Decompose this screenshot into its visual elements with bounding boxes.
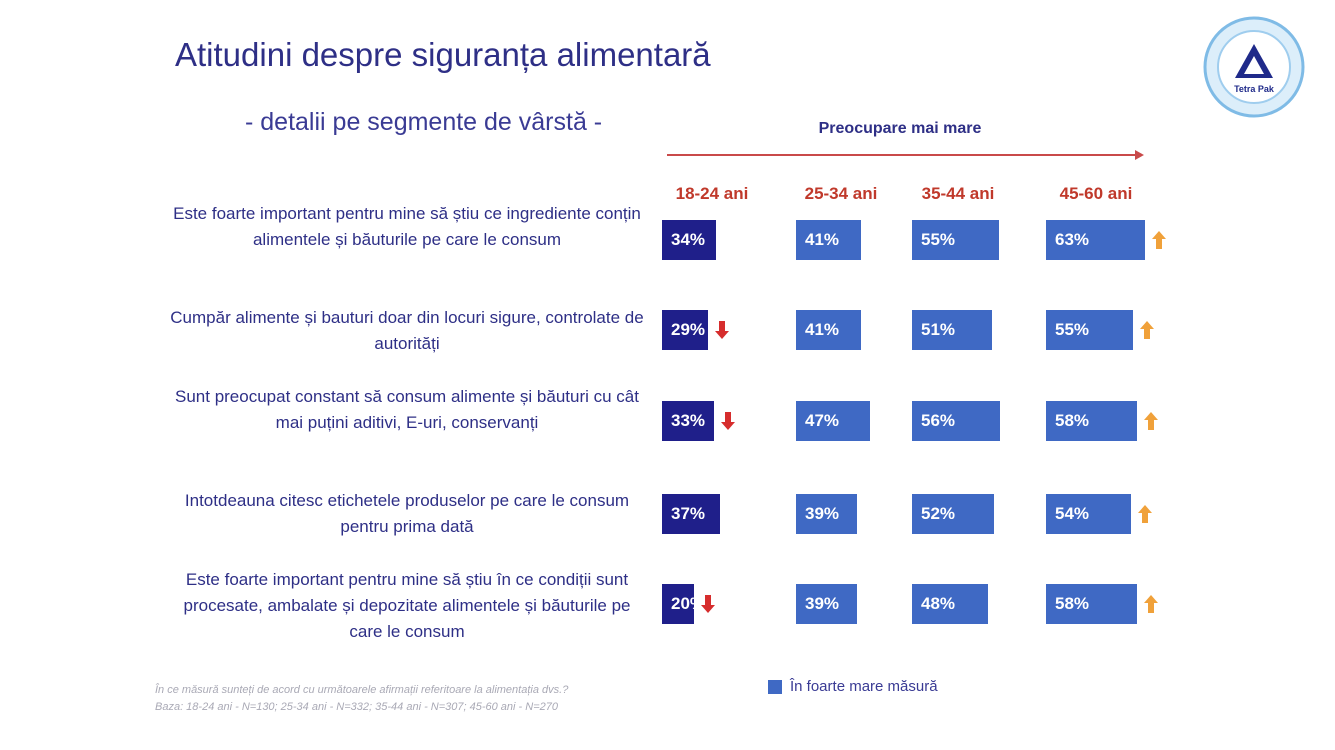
bar-row5-45-60-ani: 58% [1046, 584, 1137, 624]
statement-2: Cumpăr alimente și bauturi doar din locu… [170, 308, 644, 353]
tetra-pak-logo: Tetra Pak [1203, 16, 1305, 118]
bar-row2-35-44-ani: 51% [912, 310, 992, 350]
statement-5: Este foarte important pentru mine să ști… [183, 570, 631, 641]
bar-row1-35-44-ani: 55% [912, 220, 999, 260]
slide-title: Atitudini despre siguranța alimentară [175, 36, 711, 73]
age-header-2: 25-34 ani [804, 184, 878, 203]
footnote-question: În ce măsură sunteți de acord cu următoa… [155, 684, 569, 696]
concern-label: Preocupare mai mare [818, 120, 982, 137]
legend: În foarte mare măsură [768, 678, 938, 695]
footnote-base: Baza: 18-24 ani - N=130; 25-34 ani - N=3… [155, 701, 558, 713]
bar-row3-35-44-ani: 56% [912, 401, 1000, 441]
down-arrow-icon [721, 412, 735, 430]
bar-row4-35-44-ani: 52% [912, 494, 994, 534]
concern-arrow-icon [667, 150, 1144, 160]
bar-row2-18-24-ani: 29% [662, 310, 708, 350]
bar-row5-25-34-ani: 39% [796, 584, 857, 624]
bar-row5-18-24-ani: 20% [662, 584, 705, 624]
bar-row3-45-60-ani: 58% [1046, 401, 1137, 441]
statement-4: Intotdeauna citesc etichetele produselor… [184, 491, 630, 536]
bar-row2-45-60-ani: 55% [1046, 310, 1133, 350]
bar-row2-25-34-ani: 41% [796, 310, 861, 350]
age-header-1: 18-24 ani [675, 184, 749, 203]
bar-row5-35-44-ani: 48% [912, 584, 988, 624]
statement-3: Sunt preocupat constant să consum alimen… [175, 387, 639, 432]
bar-row1-25-34-ani: 41% [796, 220, 861, 260]
down-arrow-icon [715, 321, 729, 339]
up-arrow-icon [1144, 412, 1158, 430]
statement-1: Este foarte important pentru mine să ști… [173, 204, 641, 249]
legend-swatch [768, 679, 782, 694]
up-arrow-icon [1152, 231, 1166, 249]
up-arrow-icon [1138, 505, 1152, 523]
age-header-4: 45-60 ani [1059, 184, 1133, 203]
slide-subtitle: - detalii pe segmente de vârstă - [245, 108, 603, 136]
age-header-3: 35-44 ani [921, 184, 995, 203]
bar-row4-25-34-ani: 39% [796, 494, 857, 534]
legend-label: În foarte mare măsură [790, 678, 938, 695]
bar-row3-18-24-ani: 33% [662, 401, 714, 441]
bar-row3-25-34-ani: 47% [796, 401, 870, 441]
up-arrow-icon [1140, 321, 1154, 339]
bar-row1-45-60-ani: 63% [1046, 220, 1145, 260]
bar-row4-45-60-ani: 54% [1046, 494, 1131, 534]
bar-row1-18-24-ani: 34% [662, 220, 716, 260]
logo-text: Tetra Pak [1234, 84, 1275, 94]
bar-row4-18-24-ani: 37% [662, 494, 720, 534]
up-arrow-icon [1144, 595, 1158, 613]
down-arrow-icon [701, 595, 715, 613]
